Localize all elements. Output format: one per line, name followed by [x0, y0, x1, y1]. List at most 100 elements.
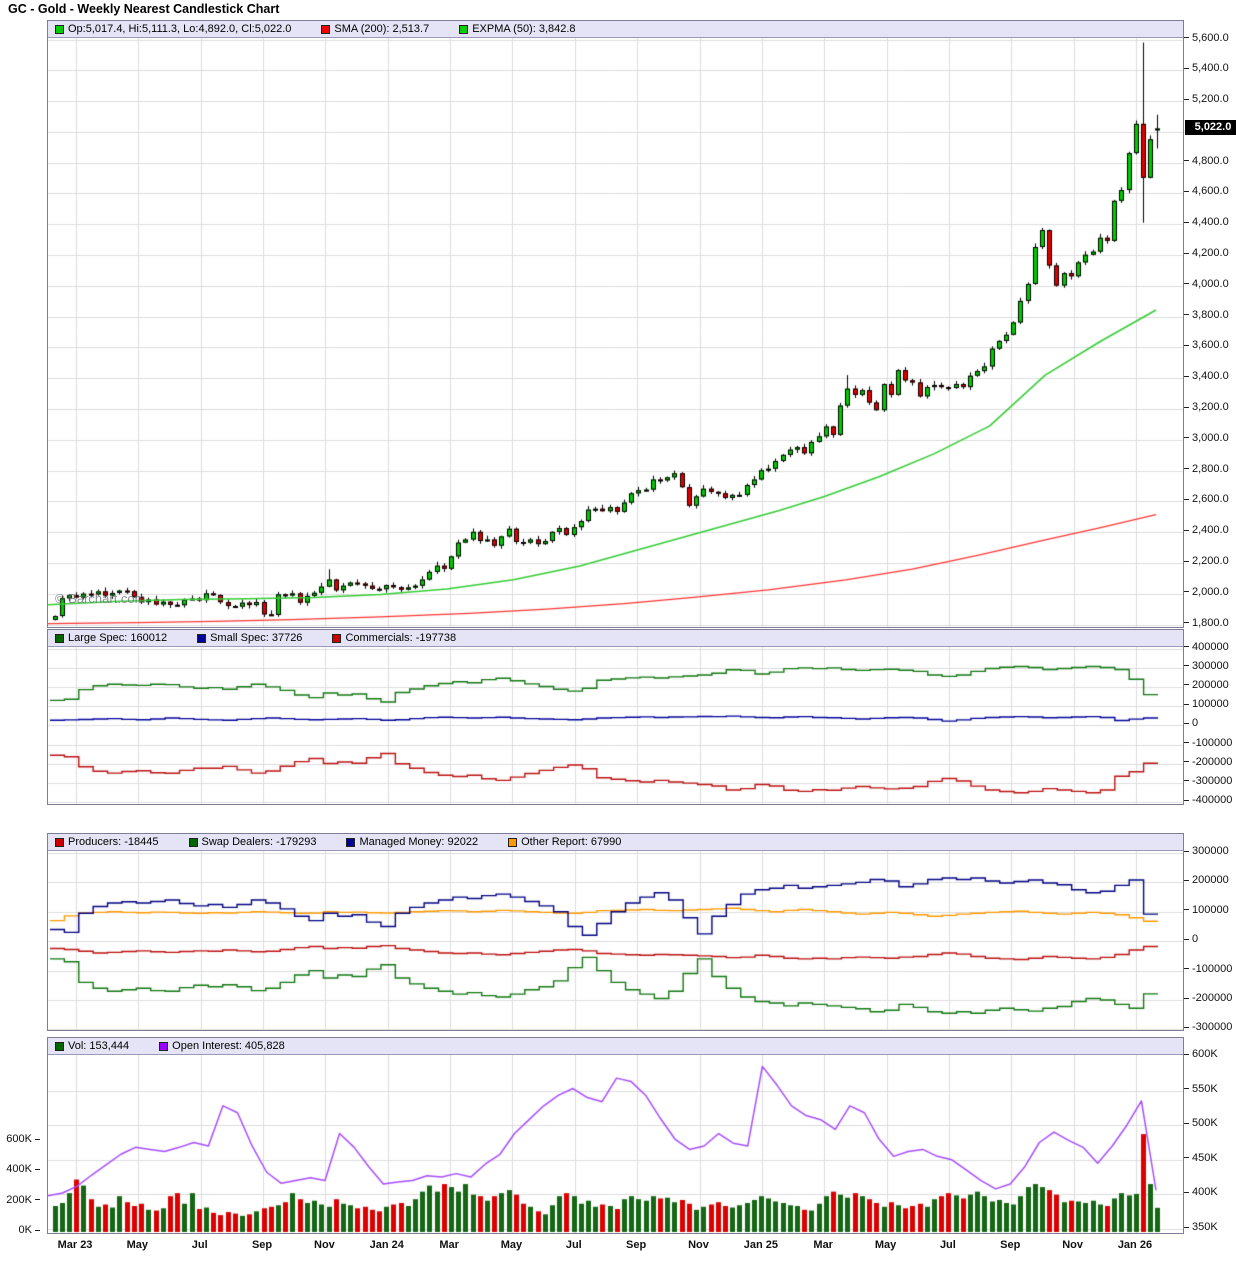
barchart-watermark: © Barchart.com	[55, 591, 146, 606]
y-tick-label: 2,000.0	[1184, 586, 1229, 598]
disagg-chart-canvas[interactable]	[48, 851, 1183, 1030]
sma-label: SMA (200): 2,513.7	[334, 23, 430, 35]
legend-item-expma: EXPMA (50): 3,842.8	[459, 23, 576, 35]
y-tick-label: 4,800.0	[1184, 155, 1229, 167]
open-interest-label: Open Interest: 405,828	[172, 1040, 285, 1052]
open-interest-swatch-icon	[159, 1041, 169, 1051]
x-tick-label: May	[500, 1239, 523, 1251]
commercials-swatch-icon	[332, 633, 342, 643]
y-tick-label: -400000	[1184, 794, 1232, 806]
y-tick-label: 100000	[1184, 904, 1229, 916]
volume-label: Vol: 153,444	[68, 1040, 130, 1052]
volume-chart-canvas[interactable]	[48, 1055, 1183, 1233]
y-tick-label: 5,200.0	[1184, 93, 1229, 105]
y-tick-label: 2,400.0	[1184, 524, 1229, 536]
y-tick-label: 1,800.0	[1184, 617, 1229, 629]
y-tick-label: 500K	[1184, 1117, 1218, 1129]
legend-item-commercials: Commercials: -197738	[332, 632, 456, 644]
y-tick-label: -100000	[1184, 963, 1232, 975]
y-tick-label: 0	[1184, 717, 1198, 729]
x-tick-label: May	[126, 1239, 149, 1251]
cot-legend: Large Spec: 160012 Small Spec: 37726 Com…	[48, 630, 1183, 647]
y-tick-label: 200000	[1184, 679, 1229, 691]
y-tick-label: 2,800.0	[1184, 463, 1229, 475]
y-tick-label: -300000	[1184, 775, 1232, 787]
x-tick-label: Nov	[1062, 1239, 1083, 1251]
legend-item-open-interest: Open Interest: 405,828	[159, 1040, 285, 1052]
x-tick-label: Jan 25	[743, 1239, 778, 1251]
small-spec-label: Small Spec: 37726	[210, 632, 303, 644]
volume-panel: Vol: 153,444 Open Interest: 405,828	[47, 1037, 1184, 1234]
y-tick-label: 3,200.0	[1184, 401, 1229, 413]
x-tick-label: Jan 26	[1117, 1239, 1153, 1251]
y-tick-label: 4,200.0	[1184, 247, 1229, 259]
y-tick-label: 5,600.0	[1184, 32, 1229, 44]
swap-dealers-swatch-icon	[188, 837, 198, 847]
volume-legend: Vol: 153,444 Open Interest: 405,828	[48, 1038, 1183, 1055]
x-tick-label: Sep	[1000, 1239, 1021, 1251]
ohlc-label: Op:5,017.4, Hi:5,111.3, Lo:4,892.0, Cl:5…	[68, 23, 292, 35]
price-panel: Op:5,017.4, Hi:5,111.3, Lo:4,892.0, Cl:5…	[47, 20, 1184, 628]
y-tick-label: 200K	[0, 1194, 40, 1206]
y-tick-label: 100000	[1184, 698, 1229, 710]
x-tick-label: May	[874, 1239, 897, 1251]
y-tick-label: 3,000.0	[1184, 432, 1229, 444]
y-tick-label: 3,800.0	[1184, 309, 1229, 321]
y-tick-label: 5,400.0	[1184, 62, 1229, 74]
y-tick-label: 4,000.0	[1184, 278, 1229, 290]
expma-label: EXPMA (50): 3,842.8	[472, 23, 576, 35]
legend-item-small-spec: Small Spec: 37726	[197, 632, 302, 644]
legend-item-ohlc: Op:5,017.4, Hi:5,111.3, Lo:4,892.0, Cl:5…	[55, 23, 291, 35]
sma-swatch-icon	[321, 24, 331, 34]
y-tick-label: 3,600.0	[1184, 339, 1229, 351]
x-tick-label: Mar	[439, 1239, 459, 1251]
managed-money-swatch-icon	[346, 837, 356, 847]
y-tick-label: 0K	[0, 1224, 40, 1236]
managed-money-label: Managed Money: 92022	[359, 836, 479, 848]
legend-item-managed-money: Managed Money: 92022	[346, 836, 478, 848]
price-legend: Op:5,017.4, Hi:5,111.3, Lo:4,892.0, Cl:5…	[48, 21, 1183, 38]
other-report-swatch-icon	[508, 837, 518, 847]
y-tick-label: 400K	[0, 1163, 40, 1175]
producers-label: Producers: -18445	[68, 836, 159, 848]
y-tick-label: -200000	[1184, 756, 1232, 768]
x-tick-label: Nov	[314, 1239, 335, 1251]
x-tick-label: Jul	[565, 1239, 582, 1251]
x-tick-label: Jul	[939, 1239, 956, 1251]
legend-item-producers: Producers: -18445	[55, 836, 159, 848]
y-tick-label: 600K	[0, 1133, 40, 1145]
disagg-legend: Producers: -18445 Swap Dealers: -179293 …	[48, 834, 1183, 851]
commercials-label: Commercials: -197738	[345, 632, 457, 644]
x-tick-label: Jan 24	[369, 1239, 404, 1251]
price-chart-canvas[interactable]	[48, 38, 1183, 627]
y-tick-label: 3,400.0	[1184, 370, 1229, 382]
legend-item-swap-dealers: Swap Dealers: -179293	[188, 836, 316, 848]
y-tick-label: 0	[1184, 933, 1198, 945]
ohlc-swatch-icon	[55, 24, 64, 34]
expma-swatch-icon	[459, 24, 469, 34]
legend-item-other-report: Other Report: 67990	[508, 836, 621, 848]
legend-item-volume: Vol: 153,444	[55, 1040, 129, 1052]
cot-chart-canvas[interactable]	[48, 647, 1183, 804]
x-tick-label: Sep	[251, 1239, 273, 1251]
y-tick-label: 200000	[1184, 874, 1229, 886]
large-spec-swatch-icon	[55, 633, 64, 643]
y-tick-label: 2,200.0	[1184, 555, 1229, 567]
y-tick-label: 300000	[1184, 845, 1229, 857]
y-tick-label: -300000	[1184, 1021, 1232, 1033]
other-report-label: Other Report: 67990	[521, 836, 622, 848]
y-tick-label: -100000	[1184, 737, 1232, 749]
x-tick-label: Jul	[191, 1239, 208, 1251]
y-tick-label: 600K	[1184, 1048, 1218, 1060]
y-tick-label: -200000	[1184, 992, 1232, 1004]
y-tick-label: 2,600.0	[1184, 493, 1229, 505]
legend-item-large-spec: Large Spec: 160012	[55, 632, 167, 644]
page-title: GC - Gold - Weekly Nearest Candlestick C…	[8, 2, 280, 16]
producers-swatch-icon	[55, 837, 64, 847]
large-spec-label: Large Spec: 160012	[68, 632, 168, 644]
x-tick-label: Mar 23	[57, 1239, 93, 1251]
y-tick-label: 400000	[1184, 641, 1229, 653]
last-price-label: 5,022.0	[1185, 120, 1236, 135]
y-tick-label: 4,400.0	[1184, 216, 1229, 228]
